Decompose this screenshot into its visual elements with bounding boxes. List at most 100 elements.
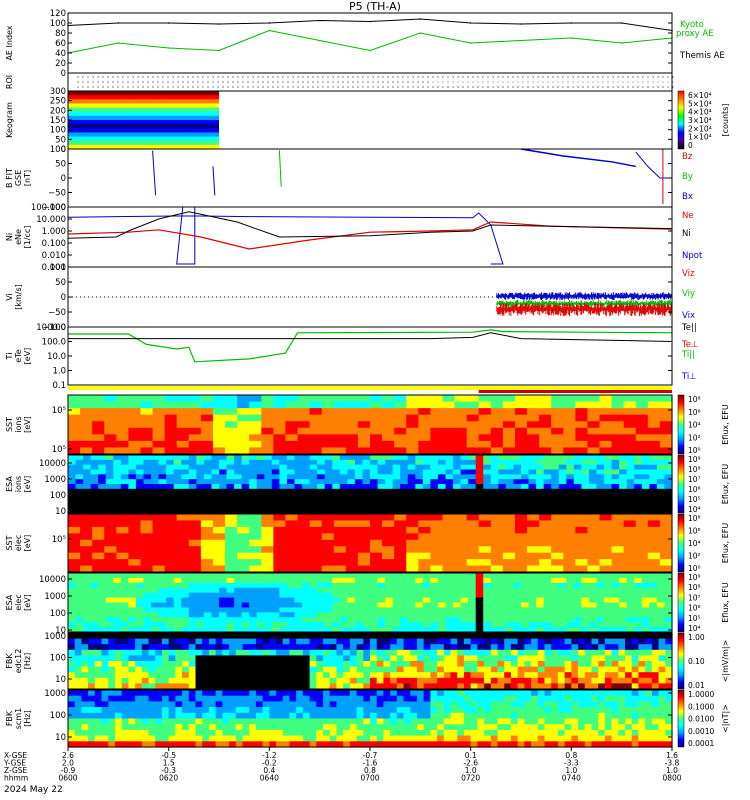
y-tick-label: 10⁵ <box>52 535 66 545</box>
svg-text:ions: ions <box>14 476 23 492</box>
svg-text:elec: elec <box>14 594 23 610</box>
esa-elec-panel <box>67 572 673 633</box>
y-tick-label: 100 <box>50 711 66 721</box>
kyoto-ae-line <box>67 29 673 54</box>
legend-entry: Bz <box>682 152 693 162</box>
ae-point <box>369 49 371 52</box>
colorbar-tick-label: 10⁷ <box>688 593 701 602</box>
colorbar-tick-label: 10⁶ <box>688 485 701 494</box>
y-tick-label: 1000 <box>44 475 66 485</box>
sst-ion-panel <box>67 394 673 455</box>
y-tick-label: 10000 <box>39 575 66 585</box>
colorbar-label: Eflux, EFU <box>721 404 730 445</box>
y-tick-label: 100 <box>50 654 66 664</box>
velocity-ylabel: Vi [km/s] <box>5 284 23 310</box>
axis-row-label: Z-GSE <box>4 766 28 775</box>
bx-line <box>635 151 672 179</box>
ae-point <box>218 23 220 25</box>
colorbar-tick-label: 10⁸ <box>688 395 701 404</box>
y-tick-label: 100.0 <box>42 338 66 348</box>
legend-entry: Npot <box>682 251 703 261</box>
y-tick-label: −100 <box>43 323 66 333</box>
density-legend: Ne Ni Npot <box>682 211 703 261</box>
legend-themis: Themis AE <box>679 51 725 61</box>
svg-text:[km/s]: [km/s] <box>14 284 23 310</box>
colorbar-tick-label: 10⁴ <box>688 624 701 633</box>
fbk-b-y-axis: 1000 100 10 <box>44 689 672 743</box>
legend-entry: Ne <box>682 211 694 221</box>
ae-point <box>419 18 422 20</box>
legend-entry: Vix <box>682 311 695 321</box>
legend-kyoto: proxy AE <box>676 29 714 39</box>
sst-ion-ylabel: SST ions [eV] <box>5 416 32 433</box>
colorbar-label: [counts] <box>721 104 730 137</box>
y-tick-label: 1000 <box>44 592 66 602</box>
bfield-y-axis: 100 50 0 −50 −100 <box>43 145 672 213</box>
colorbar-tick-label: 0.0100 <box>688 715 714 724</box>
ae-point <box>167 22 170 24</box>
y-tick-label: 0.1 <box>52 381 66 391</box>
ae-point <box>218 49 220 52</box>
y-tick-label: 200 <box>50 106 66 116</box>
x-tick-label: 0.4 <box>263 766 275 775</box>
y-tick-label: 10 <box>55 675 66 685</box>
te-line <box>68 332 673 342</box>
y-tick-label: 100 <box>50 609 66 619</box>
y-tick-label: 0.100 <box>42 239 66 249</box>
colorbar-tick-label: 10⁸ <box>688 465 701 474</box>
y-tick-label: 10⁵ <box>52 445 66 455</box>
colorbar-tick-label: 1.00 <box>688 633 705 642</box>
ae-point <box>520 23 522 25</box>
date-label: 2024 May 22 <box>4 785 63 795</box>
legend-entry: Bx <box>682 192 693 202</box>
plot-title: P5 (TH-A) <box>349 0 401 13</box>
keogram-image <box>68 91 673 150</box>
sst-ion-spectrogram <box>68 395 673 455</box>
colorbar-tick-label: 10⁶ <box>688 527 701 536</box>
svg-text:AE Index: AE Index <box>5 25 14 60</box>
ae-point <box>570 22 573 24</box>
svg-text:GSE: GSE <box>14 170 23 186</box>
y-tick-label: 100 <box>50 491 66 501</box>
y-tick-label: 1000.0 <box>36 323 66 333</box>
bfield-legend: Bz By Bx <box>682 152 693 202</box>
x-tick-label: -0.5 <box>161 751 176 760</box>
x-tick-label: 2.0 <box>62 759 74 768</box>
y-tick-label: 300 <box>50 87 66 97</box>
x-tick-label: 0740 <box>562 774 581 783</box>
mode-bar-red <box>478 390 672 393</box>
ae-point <box>268 29 271 32</box>
axis-row-label: X-GSE <box>4 751 27 760</box>
x-tick-label: -0.9 <box>61 766 76 775</box>
x-tick-label: 0700 <box>360 774 379 783</box>
legend-kyoto: Kyoto <box>680 20 704 30</box>
colorbar-tick-label: 0.1000 <box>688 702 714 711</box>
sst-elec-ylabel: SST elec [eV] <box>5 535 32 552</box>
y-tick-label: 10000 <box>39 459 66 469</box>
svg-text:ROI: ROI <box>5 75 14 89</box>
ae-point <box>620 22 623 24</box>
colorbar-tick-label: 10² <box>688 433 701 442</box>
svg-text:SST: SST <box>5 417 14 432</box>
axis-row-label: hhmm <box>4 774 28 783</box>
y-tick-label: 0 <box>61 69 66 79</box>
ae-point <box>117 22 120 24</box>
colorbar-tick-label: 10⁹ <box>688 573 701 582</box>
y-tick-label: 10⁵ <box>52 406 66 416</box>
colorbar-tick-label: 4×10⁴ <box>688 108 712 117</box>
x-tick-label: 0640 <box>260 774 279 783</box>
y-tick-label: 100 <box>50 145 66 155</box>
y-tick-label: 80 <box>55 29 66 39</box>
sst-elec-y-axis: 10⁵ <box>52 535 672 545</box>
y-tick-label: 50 <box>55 135 66 145</box>
colorbar-label: Eflux, EFU <box>721 523 730 564</box>
esa-ion-y-axis: 10000 1000 100 10 <box>39 459 672 517</box>
colorbar-tick-label: 5×10⁴ <box>688 99 712 108</box>
x-tick-label: -2.6 <box>463 759 478 768</box>
y-tick-label: 10.000 <box>36 215 66 225</box>
